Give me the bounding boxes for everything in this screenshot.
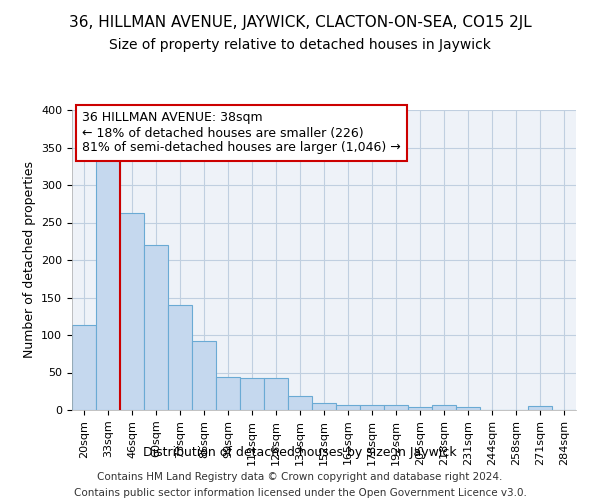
Bar xyxy=(456,407,480,410)
Bar xyxy=(192,341,216,410)
Bar xyxy=(288,396,312,410)
Bar xyxy=(144,245,168,410)
Bar xyxy=(408,407,432,410)
Bar xyxy=(240,378,264,410)
Bar xyxy=(120,213,144,410)
Bar xyxy=(432,405,456,410)
Bar xyxy=(96,160,120,410)
Text: 36 HILLMAN AVENUE: 38sqm
← 18% of detached houses are smaller (226)
81% of semi-: 36 HILLMAN AVENUE: 38sqm ← 18% of detach… xyxy=(82,112,401,154)
Text: 36, HILLMAN AVENUE, JAYWICK, CLACTON-ON-SEA, CO15 2JL: 36, HILLMAN AVENUE, JAYWICK, CLACTON-ON-… xyxy=(68,15,532,30)
Bar xyxy=(264,378,288,410)
Bar xyxy=(72,325,96,410)
Bar xyxy=(384,405,408,410)
Y-axis label: Number of detached properties: Number of detached properties xyxy=(23,162,35,358)
Text: Contains HM Land Registry data © Crown copyright and database right 2024.: Contains HM Land Registry data © Crown c… xyxy=(97,472,503,482)
Text: Size of property relative to detached houses in Jaywick: Size of property relative to detached ho… xyxy=(109,38,491,52)
Bar xyxy=(528,406,552,410)
Bar xyxy=(312,402,336,410)
Text: Contains public sector information licensed under the Open Government Licence v3: Contains public sector information licen… xyxy=(74,488,526,498)
Text: Distribution of detached houses by size in Jaywick: Distribution of detached houses by size … xyxy=(143,446,457,459)
Bar xyxy=(168,305,192,410)
Bar xyxy=(216,377,240,410)
Bar xyxy=(336,405,360,410)
Bar xyxy=(360,405,384,410)
